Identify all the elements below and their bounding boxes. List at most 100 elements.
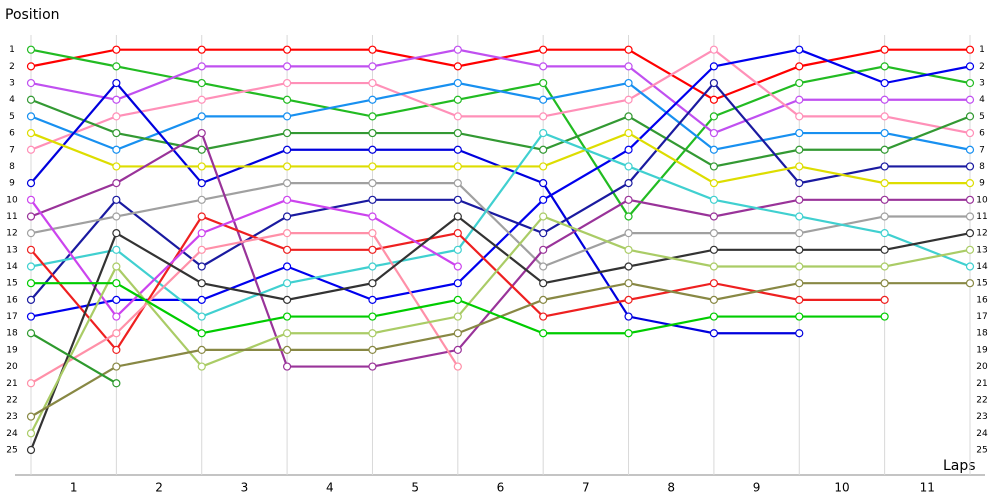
- y-tick-label: 23: [6, 412, 17, 422]
- point: [453, 45, 462, 54]
- point: [197, 179, 206, 188]
- y-tick-label-right: 13: [976, 245, 987, 255]
- point: [880, 212, 889, 221]
- point: [795, 245, 804, 254]
- y-tick-label: 22: [6, 395, 17, 405]
- series-line: [30, 332, 117, 385]
- point: [965, 212, 975, 221]
- point: [539, 212, 548, 221]
- point: [368, 345, 377, 355]
- point: [368, 128, 377, 138]
- point: [709, 195, 719, 204]
- point: [539, 295, 548, 304]
- point: [880, 295, 889, 304]
- y-tick-label-right: 5: [979, 112, 985, 122]
- series-line: [30, 48, 971, 318]
- point: [368, 229, 377, 238]
- series-line: [30, 81, 970, 301]
- x-tick-label: 1: [70, 481, 78, 495]
- point: [624, 95, 633, 104]
- y-tick-label: 20: [6, 362, 18, 372]
- point: [709, 312, 719, 321]
- series-line: [30, 81, 971, 151]
- point: [282, 179, 292, 188]
- point: [453, 212, 462, 221]
- y-tick-label-right: 9: [979, 179, 985, 189]
- point: [368, 145, 377, 154]
- point: [709, 78, 719, 88]
- y-tick-label-right: 25: [976, 445, 987, 455]
- point: [197, 362, 206, 371]
- y-tick-label: 10: [6, 195, 18, 205]
- point: [368, 95, 377, 104]
- point: [197, 112, 206, 121]
- point: [880, 312, 889, 321]
- point: [453, 362, 462, 371]
- point: [624, 312, 633, 321]
- series-line: [30, 48, 971, 151]
- point: [26, 195, 36, 204]
- point: [624, 229, 633, 238]
- point: [795, 78, 804, 88]
- point: [709, 128, 719, 138]
- y-tick-label-right: 3: [979, 79, 985, 89]
- point: [112, 78, 121, 88]
- point: [197, 295, 206, 304]
- point: [26, 412, 36, 421]
- point: [112, 312, 121, 321]
- point: [795, 195, 804, 204]
- y-tick-label: 11: [6, 212, 17, 222]
- point: [453, 62, 462, 71]
- series-line: [30, 48, 970, 135]
- point: [795, 62, 804, 71]
- point: [624, 112, 633, 121]
- series-line: [30, 131, 970, 185]
- y-tick-label: 2: [9, 62, 15, 72]
- point: [624, 279, 633, 288]
- point: [795, 162, 804, 171]
- y-tick-label-right: 17: [976, 312, 987, 322]
- y-tick-label-right: 20: [976, 362, 988, 372]
- point: [112, 112, 121, 121]
- point: [795, 95, 804, 104]
- y-tick-label-right: 21: [976, 379, 987, 389]
- point: [453, 295, 462, 304]
- y-tick-label-right: 24: [976, 429, 988, 439]
- point: [368, 162, 377, 171]
- point: [368, 295, 377, 304]
- point: [282, 145, 292, 154]
- point: [26, 45, 36, 54]
- point: [624, 128, 633, 138]
- point: [112, 145, 121, 154]
- y-tick-label: 13: [6, 245, 17, 255]
- point: [368, 62, 377, 71]
- point: [26, 229, 36, 238]
- point: [539, 262, 548, 271]
- point: [112, 229, 121, 238]
- series-line: [30, 232, 459, 385]
- point: [112, 95, 121, 104]
- series-line: [30, 182, 970, 268]
- x-tick-label: 2: [155, 481, 163, 495]
- point: [453, 112, 462, 121]
- point: [197, 229, 206, 238]
- y-tick-label-right: 7: [979, 145, 985, 155]
- point: [26, 112, 36, 121]
- series-line: [30, 215, 971, 434]
- point: [282, 112, 292, 121]
- y-tick-label: 9: [9, 179, 15, 189]
- point: [197, 195, 206, 204]
- point: [624, 212, 633, 221]
- point: [880, 195, 889, 204]
- x-tick-label: 9: [753, 481, 761, 495]
- y-tick-label: 15: [6, 279, 17, 289]
- y-tick-label: 24: [6, 429, 18, 439]
- point: [26, 295, 36, 304]
- y-tick-label: 17: [6, 312, 17, 322]
- point: [880, 162, 889, 171]
- point: [795, 112, 804, 121]
- point: [197, 95, 206, 104]
- point: [453, 329, 462, 338]
- series-line: [30, 131, 970, 368]
